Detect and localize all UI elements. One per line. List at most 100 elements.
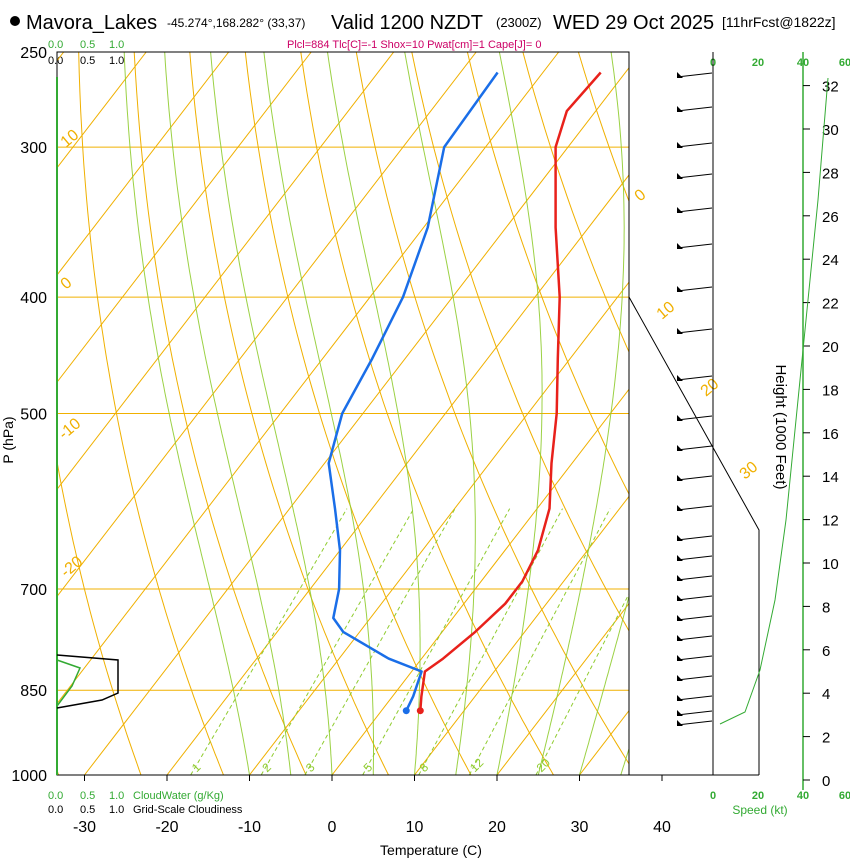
wind-barb-flag [677,695,683,701]
height-tick-label: 12 [822,513,839,530]
height-tick-label: 32 [822,79,839,96]
x-tick-label: 20 [488,819,506,836]
isotherm-line [84,67,629,775]
dry-adiabat [522,52,629,354]
wind-barb-flag [677,106,683,112]
wind-barb [676,635,713,641]
dry-adiabat [411,52,629,632]
height-tick-label: 10 [822,556,839,573]
mixing-ratio-line [304,508,456,775]
isotherm-line [57,52,312,383]
moist-adiabat [164,52,292,775]
wind-barb-flag [677,475,683,481]
wind-barb-flag [677,595,683,601]
isotherm-label: 0 [632,186,650,205]
wind-barb [676,173,713,179]
dry-adiabat [847,31,850,801]
x-tick-label: -10 [238,819,261,836]
wind-barb [676,445,713,451]
wind-barb [676,142,713,148]
height-tick-label: 14 [822,469,839,486]
height-tick-label: 30 [822,122,839,139]
isotherm-label: 0 [58,274,76,293]
height-tick-label: 2 [822,730,830,747]
isotherm-line [331,388,629,775]
wind-barb-flag [677,142,683,148]
isotherm-label: 30 [737,459,762,484]
speed-tick-bottom-60: 60 [839,790,850,802]
height-tick-label: 6 [822,643,830,660]
dry-adiabat [57,458,142,775]
dry-adiabat [682,31,850,801]
wind-barb [676,575,713,581]
cloud-scale-bottom-2: 1.0 [109,804,124,816]
wind-barb [676,675,713,681]
wind-panel-edge [628,296,760,775]
mixing-ratio-line [362,508,511,775]
y-tick-label: 1000 [11,768,47,785]
wind-barb [676,375,713,381]
wind-barb-flag [677,72,683,78]
height-tick-label: 0 [822,773,830,790]
cloud-scale-bottom-0: 0.0 [48,804,63,816]
speed-tick-top-60: 60 [839,57,850,69]
wind-barb [676,615,713,621]
temperature-line-surface-point [416,707,424,715]
y-axis-title: P (hPa) [0,416,16,463]
isotherm-label: -10 [56,415,85,443]
height-tick-label: 8 [822,599,830,616]
wind-barb-flag [677,328,683,334]
dry-adiabat [466,52,629,496]
cloud-scale-top-0: 0.0 [48,55,63,67]
x-tick-label: -20 [155,819,178,836]
dry-adiabat [78,52,225,775]
wind-barb-flag [677,243,683,249]
speed-tick-bottom-40: 40 [797,790,809,802]
wind-barb [676,106,713,112]
mixing-ratio-label: 20 [534,755,554,775]
cloudwater-profile [56,659,82,707]
station-bullet-icon [10,16,20,26]
x-tick-label: -30 [73,819,96,836]
isotherm-line [57,52,560,705]
isotherm-line [57,52,477,598]
wind-barb [676,286,713,292]
plot-area [57,31,850,801]
isotherm-line [166,174,629,775]
moist-adiabat [496,52,543,775]
y-tick-label: 850 [20,683,47,700]
wind-barb-flag [677,375,683,381]
isotherm-line [496,602,629,775]
temperature-line [419,71,602,711]
dewpoint-line [327,71,499,712]
height-tick-label: 24 [822,252,839,269]
isotherm-label: 10 [654,299,679,324]
cloud-scale-top-1: 0.5 [80,55,95,67]
height-tick-label: 16 [822,426,839,443]
mixing-ratio-line [535,592,629,775]
dry-adiabat [737,31,850,801]
wind-barb-flag [677,173,683,179]
wind-barb [676,555,713,561]
sounding-params: Plcl=884 Tlc[C]=-1 Shox=10 Pwat[cm]=1 Ca… [287,39,541,51]
wind-barb [676,328,713,334]
moist-adiabat [327,52,421,775]
wind-speed-curve [719,77,829,725]
dry-adiabat [577,52,629,203]
wind-barb-flag [677,635,683,641]
height-tick-label: 18 [822,382,839,399]
wind-barb-flag [677,675,683,681]
wind-barb [676,475,713,481]
mixing-ratio-line [260,508,415,775]
wind-barb [676,710,713,716]
speed-tick-bottom-0: 0 [710,790,716,802]
wind-barb [676,505,713,511]
dry-adiabat [792,31,850,801]
wind-barb-flag [677,555,683,561]
height-tick-label: 26 [822,209,839,226]
height-tick-label: 22 [822,296,839,313]
mixing-ratio-label: 2 [259,760,274,775]
isotherm-label: 20 [698,376,723,401]
